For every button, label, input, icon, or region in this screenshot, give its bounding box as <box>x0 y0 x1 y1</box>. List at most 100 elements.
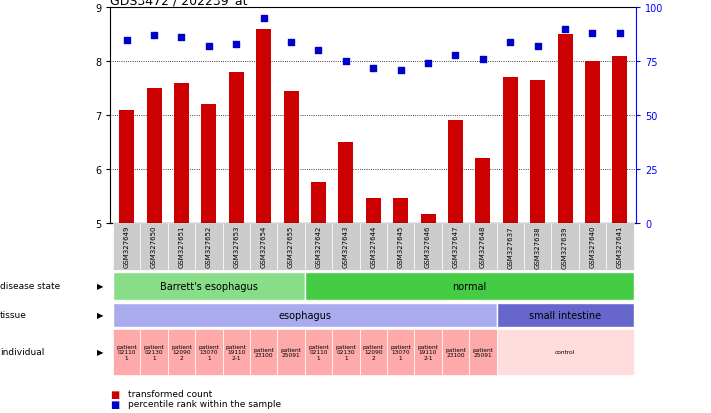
Point <box>230 41 242 48</box>
Bar <box>448 121 463 223</box>
Point <box>450 52 461 59</box>
Bar <box>365 199 381 223</box>
Text: ▶: ▶ <box>97 348 103 356</box>
Bar <box>201 105 216 223</box>
Text: ■: ■ <box>110 399 119 409</box>
FancyBboxPatch shape <box>469 223 496 271</box>
Bar <box>229 73 244 223</box>
FancyBboxPatch shape <box>387 223 415 271</box>
Text: GSM327654: GSM327654 <box>261 225 267 268</box>
FancyBboxPatch shape <box>387 329 415 375</box>
Point <box>313 48 324 55</box>
Point <box>149 33 160 40</box>
Text: esophagus: esophagus <box>278 310 331 320</box>
Bar <box>503 78 518 223</box>
FancyBboxPatch shape <box>305 329 332 375</box>
Point <box>422 61 434 67</box>
Bar <box>530 81 545 223</box>
Bar <box>256 30 271 223</box>
Text: patient
23100: patient 23100 <box>445 347 466 358</box>
Text: patient
02130
1: patient 02130 1 <box>144 344 164 361</box>
Text: GSM327655: GSM327655 <box>288 225 294 268</box>
Text: GSM327644: GSM327644 <box>370 225 376 268</box>
Text: patient
13070
1: patient 13070 1 <box>198 344 219 361</box>
Text: GSM327646: GSM327646 <box>425 225 431 268</box>
Bar <box>119 110 134 223</box>
Bar <box>557 35 572 223</box>
Text: ■: ■ <box>110 389 119 399</box>
Text: patient
19110
2-1: patient 19110 2-1 <box>226 344 247 361</box>
Text: patient
12090
2: patient 12090 2 <box>363 344 384 361</box>
FancyBboxPatch shape <box>113 272 305 300</box>
Point <box>560 26 571 33</box>
Bar <box>585 62 600 223</box>
Text: Barrett's esophagus: Barrett's esophagus <box>160 281 258 291</box>
FancyBboxPatch shape <box>250 223 277 271</box>
FancyBboxPatch shape <box>223 329 250 375</box>
Text: GSM327641: GSM327641 <box>617 225 623 268</box>
FancyBboxPatch shape <box>332 329 360 375</box>
Point <box>203 44 215 50</box>
Bar <box>146 89 161 223</box>
Text: individual: individual <box>0 348 44 356</box>
FancyBboxPatch shape <box>140 223 168 271</box>
Bar <box>420 215 436 223</box>
Text: patient
19110
2-1: patient 19110 2-1 <box>417 344 439 361</box>
Point <box>587 31 598 37</box>
Text: transformed count: transformed count <box>128 389 212 398</box>
FancyBboxPatch shape <box>524 223 552 271</box>
FancyBboxPatch shape <box>606 223 634 271</box>
FancyBboxPatch shape <box>168 329 195 375</box>
FancyBboxPatch shape <box>496 223 524 271</box>
Text: GSM327645: GSM327645 <box>397 225 404 268</box>
Bar <box>338 142 353 223</box>
FancyBboxPatch shape <box>496 329 634 375</box>
FancyBboxPatch shape <box>415 329 442 375</box>
Point <box>532 44 543 50</box>
FancyBboxPatch shape <box>469 329 496 375</box>
Text: GSM327640: GSM327640 <box>589 225 596 268</box>
Point <box>340 59 351 65</box>
FancyBboxPatch shape <box>250 329 277 375</box>
Text: patient
02110
1: patient 02110 1 <box>308 344 329 361</box>
FancyBboxPatch shape <box>360 329 387 375</box>
Text: normal: normal <box>452 281 486 291</box>
Bar <box>311 183 326 223</box>
Point <box>121 37 132 44</box>
Text: ▶: ▶ <box>97 311 103 319</box>
Text: GSM327638: GSM327638 <box>535 225 540 268</box>
Text: GSM327642: GSM327642 <box>316 225 321 268</box>
FancyBboxPatch shape <box>277 329 305 375</box>
Text: GSM327639: GSM327639 <box>562 225 568 268</box>
FancyBboxPatch shape <box>305 223 332 271</box>
Text: GDS3472 / 202239_at: GDS3472 / 202239_at <box>110 0 247 7</box>
Text: GSM327653: GSM327653 <box>233 225 240 268</box>
FancyBboxPatch shape <box>442 223 469 271</box>
Text: disease state: disease state <box>0 282 60 290</box>
Text: GSM327647: GSM327647 <box>452 225 459 268</box>
FancyBboxPatch shape <box>277 223 305 271</box>
Text: percentile rank within the sample: percentile rank within the sample <box>128 399 281 408</box>
Point <box>258 16 269 22</box>
FancyBboxPatch shape <box>113 329 140 375</box>
Bar <box>612 57 627 223</box>
FancyBboxPatch shape <box>415 223 442 271</box>
Text: patient
12090
2: patient 12090 2 <box>171 344 192 361</box>
Point <box>477 57 488 63</box>
FancyBboxPatch shape <box>195 329 223 375</box>
FancyBboxPatch shape <box>223 223 250 271</box>
Text: patient
02130
1: patient 02130 1 <box>336 344 356 361</box>
FancyBboxPatch shape <box>552 223 579 271</box>
Text: GSM327652: GSM327652 <box>206 225 212 268</box>
Point <box>368 65 379 72</box>
Text: GSM327637: GSM327637 <box>507 225 513 268</box>
Text: patient
23100: patient 23100 <box>253 347 274 358</box>
Point <box>285 39 296 46</box>
Text: GSM327650: GSM327650 <box>151 225 157 268</box>
FancyBboxPatch shape <box>496 303 634 327</box>
Point <box>505 39 516 46</box>
Text: GSM327643: GSM327643 <box>343 225 349 268</box>
FancyBboxPatch shape <box>442 329 469 375</box>
Point <box>395 67 407 74</box>
FancyBboxPatch shape <box>579 223 606 271</box>
